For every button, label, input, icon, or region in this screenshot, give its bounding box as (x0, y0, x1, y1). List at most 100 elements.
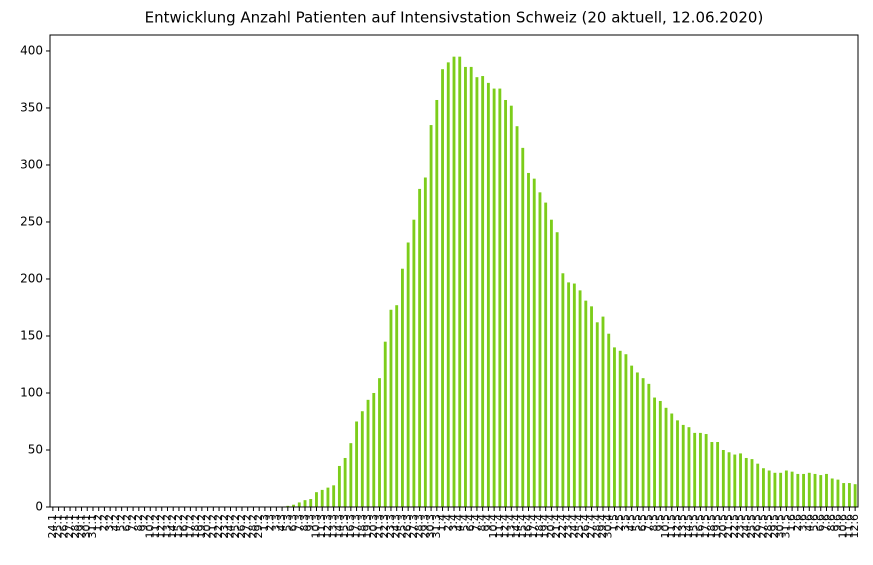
x-tick-label: 29.4 (596, 514, 609, 539)
x-tick-label: 9.2 (138, 514, 151, 532)
x-tick-label: 1.2 (92, 514, 105, 532)
x-tick-label: 11.3 (315, 514, 328, 539)
bar (509, 105, 513, 508)
bar (693, 432, 697, 507)
chart-title: Entwicklung Anzahl Patienten auf Intensi… (145, 9, 764, 27)
x-tick-label: 17.5 (699, 514, 712, 539)
x-tick-label: 15.2 (172, 514, 185, 539)
x-tick-label: 19.4 (539, 514, 552, 539)
bar (446, 62, 450, 508)
x-tick-label: 24.3 (390, 514, 403, 539)
bar (733, 454, 737, 507)
x-tick-label: 9.6 (831, 514, 844, 532)
x-tick-label: 30.4 (602, 514, 615, 539)
x-tick-label: 2.2 (97, 514, 110, 532)
bar (481, 76, 485, 507)
y-tick-label: 300 (20, 157, 43, 171)
x-tick-label: 5.4 (458, 514, 471, 532)
bar (784, 470, 788, 507)
x-tick-label: 24.1 (46, 514, 59, 539)
bar (337, 465, 341, 507)
bar (653, 397, 656, 507)
x-tick-label: 1.4 (436, 514, 449, 532)
x-tick-label: 18.4 (533, 514, 546, 539)
x-tick-label: 8.6 (825, 514, 838, 532)
x-tick-label: 26.1 (57, 514, 70, 539)
x-tick-label: 20.5 (716, 514, 729, 539)
x-tick-label: 29.3 (418, 514, 431, 539)
x-tick-label: 8.4 (476, 514, 489, 532)
x-tick-label: 31.5 (779, 514, 792, 539)
x-tick-label: 3.5 (619, 514, 632, 532)
x-tick-label: 30.5 (774, 514, 787, 539)
bar (418, 188, 422, 508)
plot: 0 50 100 150 200 250 300 350 400 24.125.126.127.1… (20, 43, 861, 538)
bar (779, 472, 783, 507)
y-tick-label: 350 (20, 100, 43, 114)
x-tick-label: 5.2 (115, 514, 128, 532)
x-tick-label: 31.3 (430, 514, 443, 539)
bar (762, 468, 765, 507)
x-tick-label: 3.3 (269, 514, 282, 532)
x-tick-label: 29.5 (768, 514, 781, 539)
bar (584, 300, 588, 507)
x-tick-label: 16.3 (344, 514, 357, 539)
bar (687, 427, 691, 507)
bar (372, 392, 376, 507)
x-tick-label: 27.4 (585, 514, 598, 539)
x-tick-label: 12.4 (499, 514, 512, 539)
x-tick-label: 10.4 (487, 514, 500, 539)
x-tick-label: 21.2 (206, 514, 219, 539)
x-tick-label: 12.6 (848, 514, 861, 539)
x-tick-label: 3.4 (447, 514, 460, 532)
bar (458, 56, 462, 507)
x-tick-label: 11.4 (493, 514, 506, 539)
x-tick-label: 7.4 (470, 514, 483, 532)
y-tick-label: 200 (20, 271, 43, 285)
x-tick-label: 14.5 (682, 514, 695, 539)
x-tick-label: 21.3 (373, 514, 386, 539)
x-tick-label: 18.2 (189, 514, 202, 539)
bar (578, 290, 582, 507)
x-tick-label: 9.4 (481, 514, 494, 532)
x-tick-label: 29.1 (75, 514, 88, 539)
bar (544, 202, 548, 507)
x-tick-label: 26.2 (235, 514, 248, 539)
bar (641, 378, 645, 507)
x-tick-label: 23.4 (562, 514, 575, 539)
bar (464, 66, 467, 508)
x-tick-label: 22.5 (728, 514, 741, 539)
x-tick-label: 7.6 (819, 514, 832, 532)
bar (847, 483, 851, 507)
bar (527, 172, 530, 507)
bar (595, 322, 599, 507)
x-tick-label: 3.6 (797, 514, 810, 532)
bar (297, 502, 301, 507)
x-tick-label: 19.5 (711, 514, 724, 539)
bar (756, 463, 760, 507)
bar (601, 316, 605, 507)
x-tick-label: 12.3 (321, 514, 334, 539)
x-tick-label: 28.1 (69, 514, 82, 539)
bar (498, 88, 502, 508)
x-tick-label: 23.3 (384, 514, 397, 539)
x-tick-label: 13.4 (504, 514, 517, 539)
x-tick-label: 10.6 (837, 514, 850, 539)
bar (400, 268, 404, 507)
x-tick-label: 26.4 (579, 514, 592, 539)
bar (435, 99, 439, 507)
bar (532, 178, 536, 508)
x-tick-label: 30.1 (80, 514, 93, 539)
plot-frame (49, 34, 859, 508)
bar (538, 192, 542, 508)
x-tick-label: 5.6 (808, 514, 821, 532)
x-tick-label: 19.2 (195, 514, 208, 539)
bar (739, 453, 742, 507)
x-tick-label: 14.3 (332, 514, 345, 539)
x-tick-label: 23.2 (218, 514, 231, 539)
bar (647, 383, 651, 507)
bar (698, 432, 702, 507)
x-tick-label: 2.3 (264, 514, 277, 532)
x-tick-label: 15.4 (516, 514, 529, 539)
